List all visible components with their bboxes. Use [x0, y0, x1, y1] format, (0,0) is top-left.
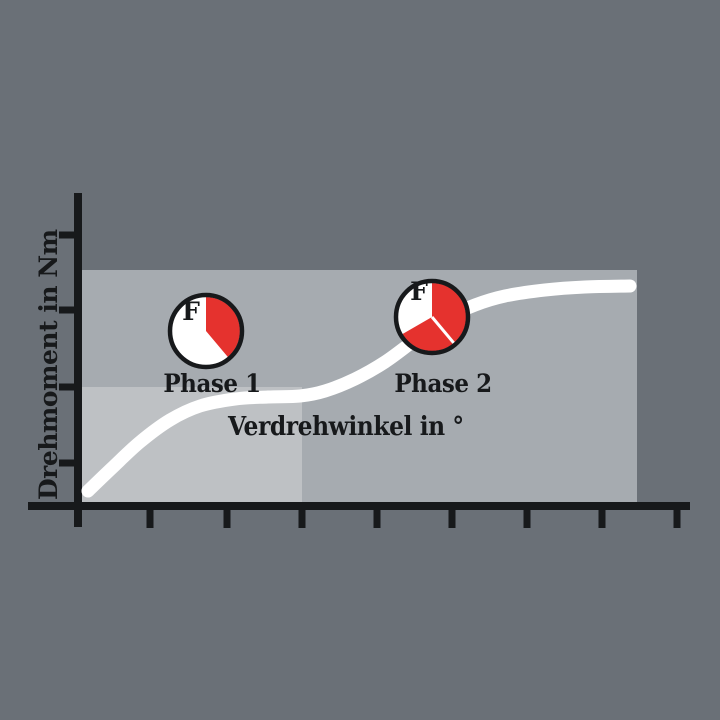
- marker-red-segment: [206, 297, 240, 358]
- marker-f-label: F: [410, 277, 428, 306]
- x-axis-tick: [598, 510, 606, 528]
- x-axis-tick: [298, 510, 306, 528]
- phase-1-label: Phase 1: [163, 369, 261, 398]
- marker-ring: [167, 292, 245, 370]
- x-axis-tick: [673, 510, 681, 528]
- phase-1-force-marker: F: [167, 292, 245, 370]
- marker-ring: [393, 278, 471, 356]
- y-axis-tick: [59, 383, 74, 391]
- x-axis-tick: [223, 510, 231, 528]
- marker-red-segment: [402, 283, 466, 351]
- y-axis-tick: [59, 306, 74, 314]
- marker-f-label: F: [182, 297, 200, 326]
- x-axis-line: [28, 502, 690, 510]
- y-axis-line: [74, 193, 82, 527]
- x-axis-tick: [448, 510, 456, 528]
- marker-divider-line: [430, 316, 456, 345]
- y-axis-label: Drehmoment in Nm: [34, 229, 63, 500]
- x-axis-tick: [523, 510, 531, 528]
- y-axis-tick: [59, 231, 74, 239]
- x-axis-tick: [146, 510, 154, 528]
- phase-2-label: Phase 2: [394, 369, 492, 398]
- y-axis-tick: [59, 459, 74, 467]
- torque-vs-angle-curve: [81, 279, 637, 498]
- x-axis-tick: [373, 510, 381, 528]
- phase-2-force-marker: F: [393, 277, 471, 356]
- x-axis-label: Verdrehwinkel in °: [228, 412, 464, 442]
